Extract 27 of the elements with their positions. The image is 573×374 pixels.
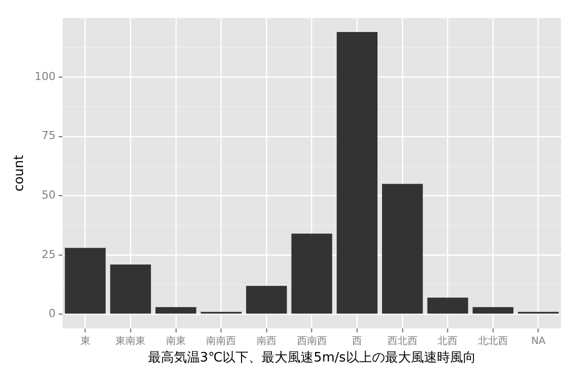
x-tick-label: 南東 (166, 334, 186, 347)
x-tick-label: NA (531, 336, 546, 347)
bar (336, 32, 378, 314)
bar (64, 248, 106, 314)
x-tick-label: 東 (80, 334, 90, 347)
y-tick-label: 75 (42, 129, 56, 142)
bar (382, 184, 423, 314)
x-tick-label: 西 (352, 336, 362, 347)
y-tick-label: 25 (42, 248, 56, 261)
bar (110, 264, 151, 314)
x-tick-label: 東南東 (116, 334, 146, 347)
x-tick-label: 北西 (438, 334, 458, 347)
y-axis-title: count (12, 154, 28, 192)
bar (427, 298, 468, 314)
x-tick-label: 南南西 (206, 334, 236, 347)
bar (472, 307, 514, 314)
x-tick-label: 北北西 (478, 334, 508, 347)
bar (291, 234, 332, 314)
x-tick-label: 西南西 (296, 334, 327, 347)
x-tick-label: 西北西 (387, 334, 418, 347)
bar (246, 286, 287, 314)
bar (155, 307, 196, 314)
y-tick-label: 0 (48, 307, 56, 320)
y-tick-label: 50 (42, 188, 56, 202)
y-tick-label: 100 (34, 70, 56, 83)
x-tick-label: 南西 (256, 334, 276, 347)
x-axis-title: 最高気温3℃以下、最大風速5m/s以上の最大風速時風向 (148, 350, 476, 366)
